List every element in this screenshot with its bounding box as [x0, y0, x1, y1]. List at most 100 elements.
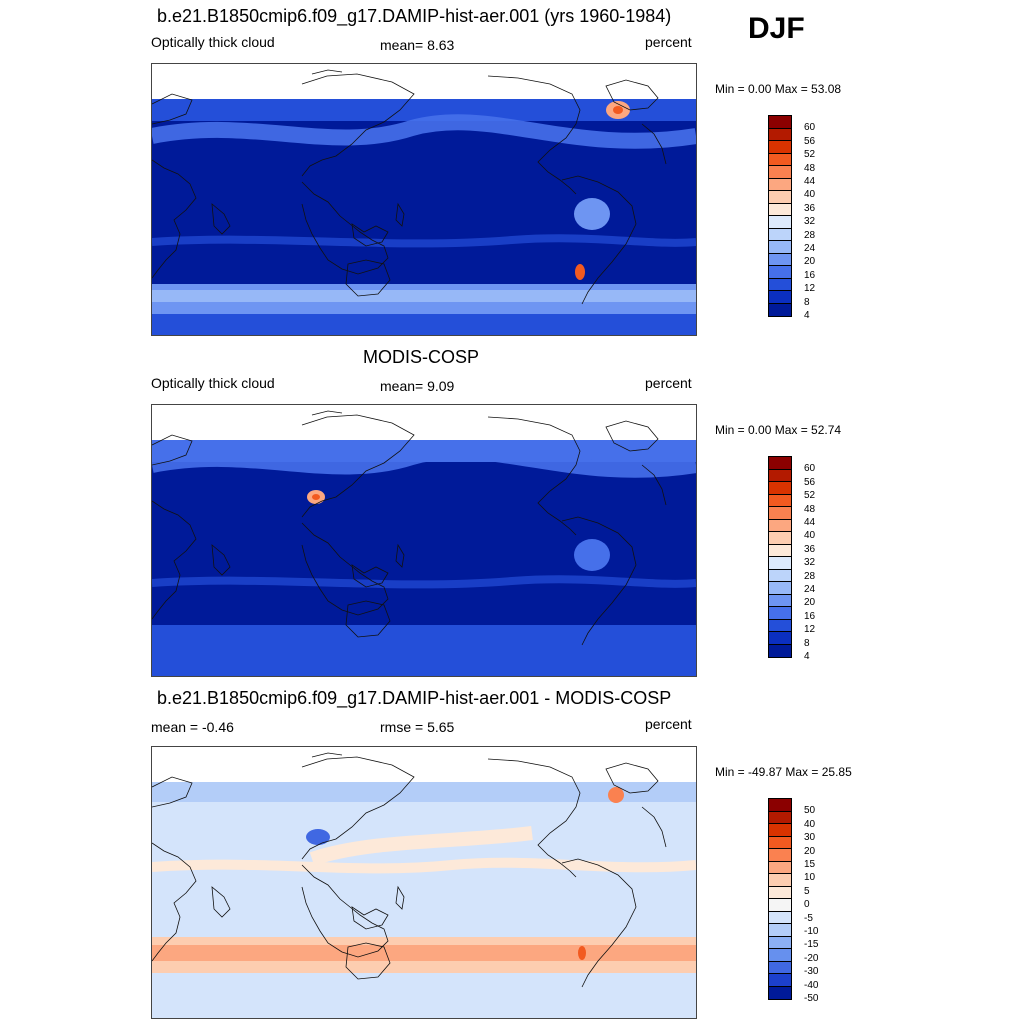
panel2-variable-label: Optically thick cloud [151, 375, 275, 391]
coastline-segment [641, 806, 667, 848]
colorbar-swatch [769, 166, 791, 179]
no-data-region [152, 405, 696, 440]
coastline-segment [487, 416, 581, 536]
colorbar-tick-label: 40 [804, 818, 816, 830]
colorbar-swatch [769, 241, 791, 254]
panel3-title: b.e21.B1850cmip6.f09_g17.DAMIP-hist-aer.… [157, 688, 672, 708]
colorbar-tick-label: 24 [804, 584, 816, 595]
colorbar-tick-label: -20 [804, 952, 819, 964]
colorbar-tick-label: 0 [804, 899, 810, 911]
colorbar-tick-label: 4 [804, 651, 810, 662]
colorbar-tick-label: 52 [804, 490, 816, 502]
coastline-segment [351, 906, 389, 930]
coastline-segment [487, 75, 581, 195]
colorbar-tick-label: 56 [804, 476, 816, 488]
colorbar-swatch [769, 594, 791, 607]
colorbar-tick-label: 28 [804, 229, 816, 241]
negative-china [306, 829, 330, 845]
colorbar-tick-label: -40 [804, 979, 819, 991]
season-label: DJF [748, 12, 805, 45]
coastline-segment [351, 564, 389, 588]
coastline-segment [561, 858, 637, 988]
colorbar-tick-label: 28 [804, 570, 816, 582]
northern-storm-track [152, 443, 696, 478]
southern-ocean-band [152, 625, 696, 655]
colorbar-swatch [769, 216, 791, 229]
colorbar-tick-label: -5 [804, 912, 813, 924]
colorbar-tick-label: 50 [804, 805, 816, 817]
colorbar-tick-label: 20 [804, 845, 816, 857]
colorbar-tick-label: 56 [804, 135, 816, 147]
colorbar-tick-label: 15 [804, 859, 816, 870]
panel3-rmse-label: rmse = 5.65 [380, 719, 455, 735]
panel2-title: MODIS-COSP [363, 347, 480, 367]
colorbar-tick-label: 4 [804, 310, 810, 321]
tropical-positive-band [152, 857, 696, 874]
colorbar-swatch [769, 482, 791, 495]
colorbar-tick-label: 24 [804, 243, 816, 254]
coastline-segment [345, 259, 391, 297]
panel1-mean-label: mean= 8.63 [380, 37, 455, 53]
panel2-map [151, 404, 697, 677]
colorbar-swatch [769, 153, 791, 166]
colorbar-swatch [769, 924, 791, 937]
colorbar-tick-label: 32 [804, 557, 816, 569]
colorbar-swatch [769, 557, 791, 570]
colorbar-swatch [769, 291, 791, 304]
south-america-cloud [574, 539, 610, 571]
colorbar-tick-label: 10 [804, 872, 816, 884]
panel3-minmax: Min = -49.87 Max = 25.85 [715, 765, 852, 779]
hotspot-andes [575, 264, 585, 280]
colorbar-swatch [769, 469, 791, 482]
colorbar-swatch [769, 824, 791, 837]
colorbar-swatch [769, 836, 791, 849]
colorbar-tick-label: 36 [804, 543, 816, 555]
coastline-segment [395, 202, 405, 227]
north-pacific-positive [309, 826, 533, 866]
coastline-segment [152, 776, 193, 808]
colorbar-swatch [769, 191, 791, 204]
panel1-variable-label: Optically thick cloud [151, 34, 275, 50]
coastline-segment [641, 464, 667, 506]
coastline-segment [301, 73, 415, 177]
colorbar-swatch [769, 911, 791, 924]
colorbar-swatch [769, 886, 791, 899]
colorbar-tick-label: 44 [804, 176, 816, 187]
colorbar-swatch [769, 278, 791, 291]
hotspot-north-atlantic-core [613, 106, 623, 114]
coastline-segment [561, 516, 637, 646]
coastline-segment [487, 758, 581, 878]
panel3-map [151, 746, 697, 1019]
colorbar-tick-label: 8 [804, 637, 810, 649]
coastline-segment [395, 543, 405, 568]
colorbar-swatch [769, 899, 791, 912]
panel3-mean-label: mean = -0.46 [151, 719, 234, 735]
panel1-title: b.e21.B1850cmip6.f09_g17.DAMIP-hist-aer.… [157, 6, 672, 26]
coastline-segment [311, 410, 343, 416]
coastline-segment [311, 752, 343, 758]
coastline-segment [152, 93, 193, 125]
panel1-map [151, 63, 697, 336]
coastline-segment [301, 414, 415, 518]
coastlines [152, 69, 667, 305]
colorbar-swatch [769, 141, 791, 154]
no-data-region [152, 64, 696, 99]
colorbar-swatch [769, 936, 791, 949]
colorbar-tick-label: 32 [804, 216, 816, 228]
coastline-segment [605, 762, 659, 794]
colorbar-tick-label: 30 [804, 832, 816, 844]
colorbar-swatch [769, 303, 791, 316]
colorbar-swatch [769, 203, 791, 216]
colorbar-tick-label: 48 [804, 162, 816, 174]
no-data-region [152, 747, 696, 782]
positive-north-atlantic [608, 787, 624, 803]
panel2-mean-label: mean= 9.09 [380, 378, 455, 394]
colorbar-tick-label: 8 [804, 296, 810, 308]
colorbar-swatch [769, 632, 791, 645]
south-america-cloud [574, 198, 610, 230]
coastline-segment [211, 203, 231, 235]
coastline-segment [152, 159, 197, 279]
subtropical-band [152, 575, 696, 589]
colorbar-swatch [769, 986, 791, 999]
coastline-segment [301, 181, 389, 275]
